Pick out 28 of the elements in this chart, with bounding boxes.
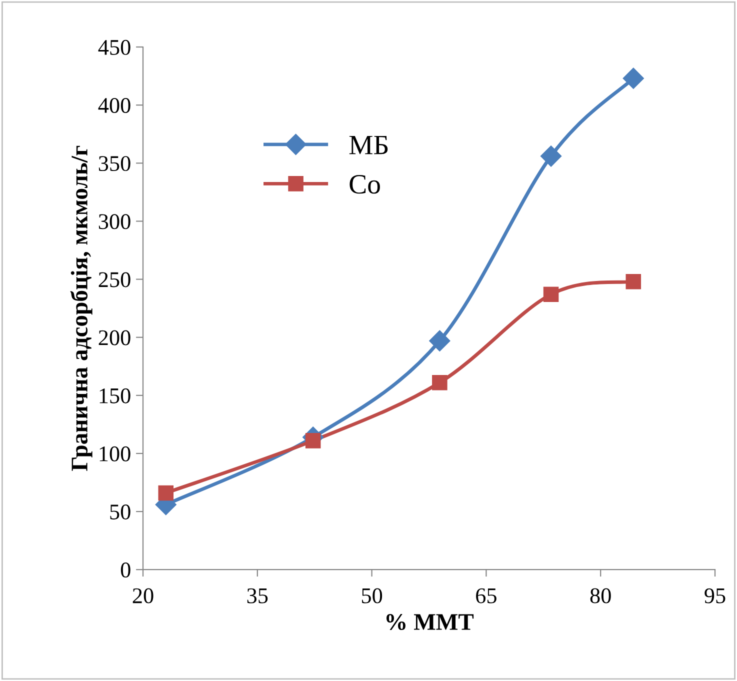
x-tick-label: 20 [132, 588, 154, 604]
y-axis-title: Гранична адсорбція, мкмоль/г [70, 146, 92, 471]
point [622, 68, 644, 89]
legend-label: МБ [349, 136, 388, 154]
y-tick-label: 350 [98, 156, 130, 172]
legend-label: Co [350, 175, 380, 194]
x-tick-label: 80 [590, 588, 611, 604]
y-tick-label: 150 [100, 388, 130, 404]
point [305, 433, 321, 448]
y-tick-label: 300 [98, 214, 130, 230]
x-tick-label: 65 [476, 588, 496, 604]
point [543, 286, 559, 302]
y-tick-label: 450 [98, 40, 130, 55]
point [540, 146, 562, 167]
y-tick-label: 250 [98, 272, 130, 288]
x-tick-label: 35 [247, 588, 268, 604]
point [158, 485, 174, 501]
point [429, 330, 450, 352]
point [432, 374, 448, 390]
y-tick-label: 400 [98, 98, 130, 113]
x-tick-label: 95 [704, 588, 726, 604]
point [626, 274, 642, 290]
x-axis-title: % ММТ [386, 614, 474, 630]
y-tick-label: 0 [120, 562, 130, 578]
x-tick-label: 50 [362, 588, 382, 604]
y-tick-label: 50 [110, 504, 130, 520]
y-tick-label: 100 [100, 446, 130, 462]
y-tick-label: 200 [98, 330, 130, 346]
